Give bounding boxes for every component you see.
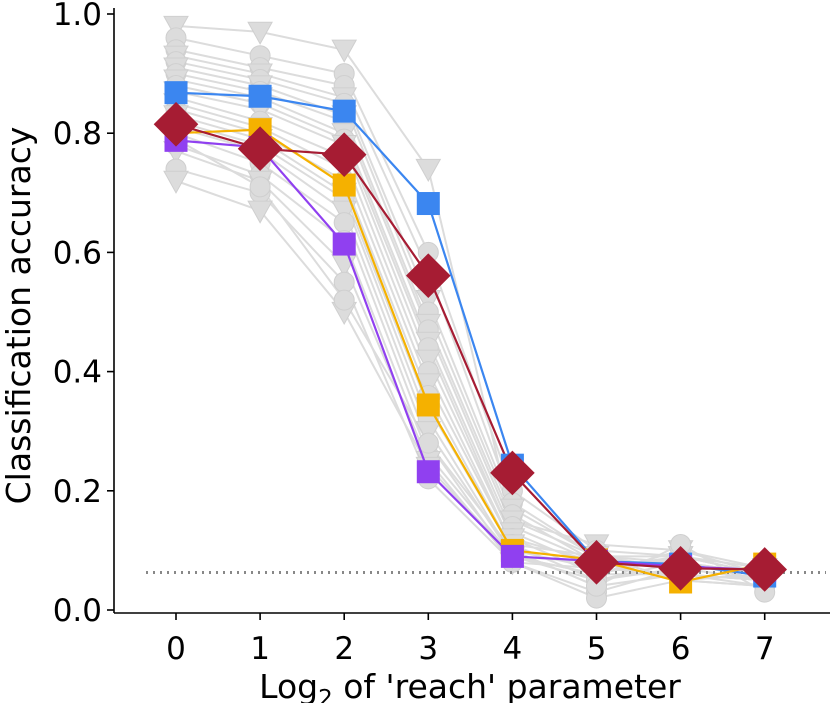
background-series-point — [333, 212, 355, 234]
series-point-purple — [500, 544, 524, 568]
series-point-blue — [416, 192, 440, 216]
series-point-red — [490, 450, 535, 496]
x-tick-label: 2 — [334, 631, 354, 667]
series-point-red — [574, 540, 619, 585]
x-tick-label: 6 — [671, 631, 691, 667]
background-series-point — [333, 289, 355, 311]
series-point-blue — [332, 99, 356, 123]
background-series-point — [331, 39, 358, 63]
x-tick-label: 7 — [755, 631, 775, 667]
series-point-blue — [164, 81, 188, 105]
series-point-yellow — [332, 173, 356, 197]
background-series-point — [249, 176, 271, 198]
background-series-line — [175, 167, 765, 600]
x-tick-label: 4 — [503, 631, 523, 667]
series-point-purple — [416, 460, 440, 484]
y-axis-label: Classification accuracy — [0, 127, 38, 505]
background-series-point — [163, 15, 189, 39]
series-point-red — [321, 132, 367, 177]
series-point-red — [742, 547, 788, 592]
series-point-red — [237, 126, 283, 172]
x-axis-label-base: Log — [259, 667, 318, 703]
x-tick-label: 0 — [166, 631, 186, 667]
background-series-point — [415, 373, 442, 397]
ticks-layer: 0.0 0.2 0.4 0.6 0.8 1.0 0 1 2 3 4 5 6 7 — [53, 0, 775, 667]
x-tick-label: 1 — [250, 631, 270, 667]
background-series-point — [163, 170, 189, 194]
x-axis-label: Log2 of 'reach' parameter — [259, 667, 681, 703]
background-series-point — [247, 200, 273, 224]
background-series-point — [247, 21, 273, 45]
series-point-red — [405, 253, 451, 298]
series-point-red — [153, 101, 199, 147]
highlighted-series-layer — [153, 81, 788, 594]
y-tick-label: 0.0 — [53, 593, 102, 629]
background-series-line — [175, 179, 765, 576]
background-series-line — [175, 24, 765, 570]
background-series-line — [175, 54, 765, 570]
series-line-yellow — [175, 128, 765, 584]
y-tick-label: 0.8 — [53, 116, 102, 152]
y-tick-label: 0.4 — [53, 355, 102, 391]
series-point-yellow — [416, 393, 440, 417]
y-tick-label: 0.6 — [53, 235, 102, 271]
background-series-line — [175, 138, 766, 593]
background-series-point — [331, 200, 358, 224]
background-series-point — [415, 421, 442, 445]
y-tick-label: 1.0 — [53, 0, 102, 33]
x-axis-label-subscript: 2 — [318, 686, 333, 703]
y-tick-label: 0.2 — [53, 474, 102, 510]
background-series-point — [415, 349, 442, 373]
background-series-point — [333, 271, 355, 293]
series-point-red — [658, 545, 703, 591]
x-axis-label-rest: of 'reach' parameter — [333, 667, 681, 703]
x-tick-label: 5 — [587, 631, 607, 667]
x-tick-label: 3 — [418, 631, 438, 667]
background-series-point — [415, 158, 442, 182]
series-point-blue — [248, 84, 272, 108]
series-point-purple — [332, 232, 356, 256]
